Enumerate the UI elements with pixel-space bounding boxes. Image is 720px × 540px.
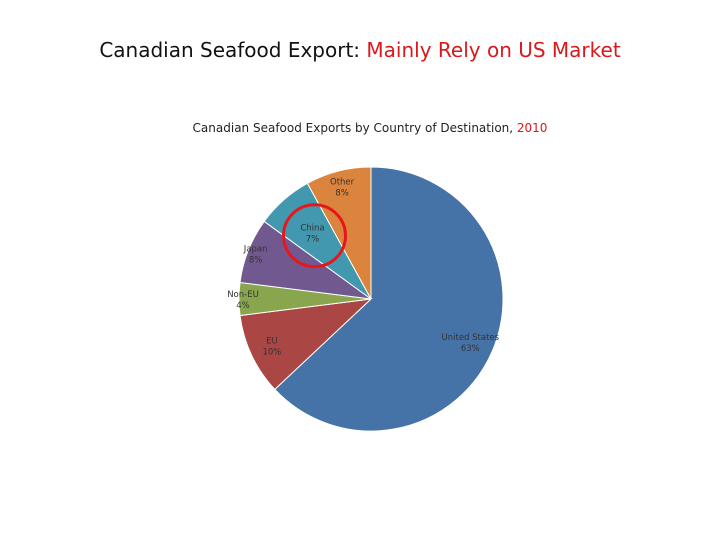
chart-title: Canadian Seafood Exports by Country of D… bbox=[0, 121, 720, 135]
slide-title: Canadian Seafood Export: Mainly Rely on … bbox=[0, 38, 720, 62]
slice-label-name: Other bbox=[330, 178, 355, 188]
slice-label-non-eu: Non-EU4% bbox=[227, 290, 259, 311]
chart-title-year: 2010 bbox=[516, 121, 548, 135]
slice-label-value: 8% bbox=[249, 255, 263, 265]
slice-label-name: Non-EU bbox=[227, 290, 259, 300]
pie-slice-eu bbox=[239, 298, 373, 391]
pie-slice-united-states bbox=[274, 166, 504, 432]
slice-label-name: China bbox=[300, 224, 324, 234]
slide-title-main: Canadian Seafood Export: bbox=[99, 38, 361, 62]
slice-label-value: 8% bbox=[335, 189, 349, 199]
chart-title-text: Canadian Seafood Exports by Country of D… bbox=[192, 121, 514, 135]
pie-slice-other bbox=[306, 166, 372, 300]
slice-label-value: 7% bbox=[306, 235, 320, 245]
slice-label-name: Japan bbox=[243, 244, 268, 254]
slice-label-name: EU bbox=[266, 337, 278, 347]
slice-label-name: United States bbox=[442, 333, 500, 343]
slice-label-value: 63% bbox=[461, 344, 480, 354]
highlight-circle bbox=[282, 203, 347, 269]
slice-label-value: 4% bbox=[236, 301, 250, 311]
slide-title-accent: Mainly Rely on US Market bbox=[366, 38, 621, 62]
slice-label-value: 10% bbox=[262, 348, 281, 358]
